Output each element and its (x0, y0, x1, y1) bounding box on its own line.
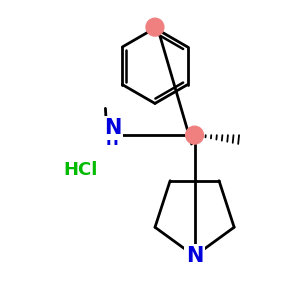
Text: N: N (104, 118, 121, 138)
Circle shape (146, 18, 164, 36)
Text: HCl: HCl (64, 161, 98, 179)
Text: N: N (186, 246, 203, 266)
Circle shape (186, 126, 203, 144)
Text: H: H (106, 133, 119, 148)
